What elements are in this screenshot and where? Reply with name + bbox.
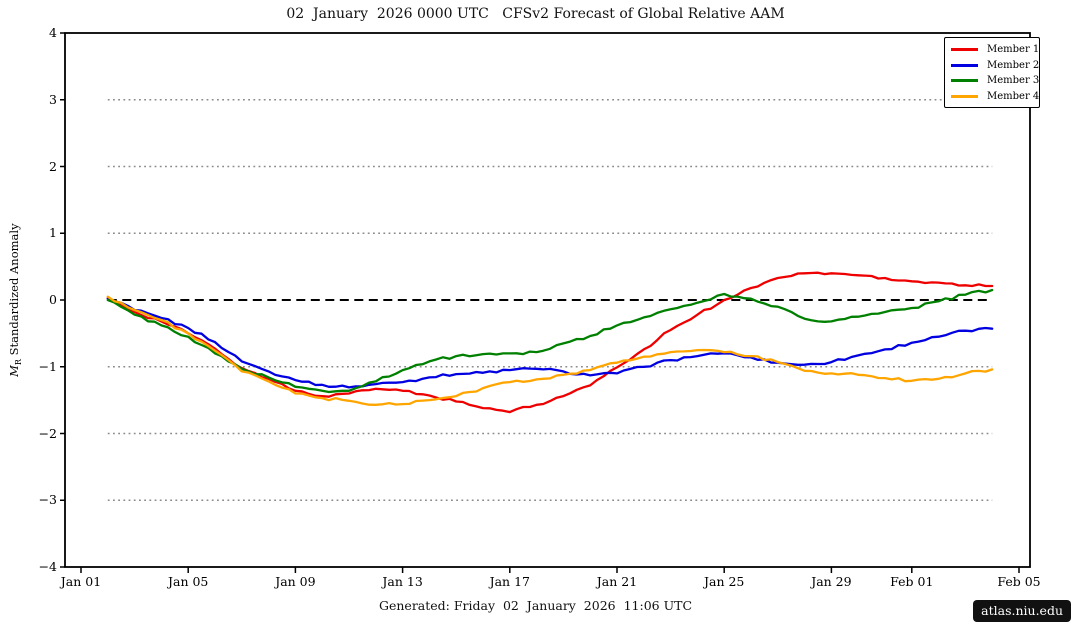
legend: Member 1 Member 2 Member 3 Member 4 [944, 37, 1040, 108]
legend-line-swatch [951, 94, 978, 98]
legend-item-member-2: Member 2 [951, 58, 1039, 74]
x-tick-label: Jan 29 [811, 574, 852, 589]
legend-label: Member 4 [987, 90, 1040, 102]
x-tick-label: Feb 01 [890, 574, 934, 589]
y-tick-label: −1 [38, 358, 57, 374]
legend-line-swatch [951, 48, 978, 52]
x-tick-label: Feb 05 [997, 574, 1041, 589]
y-tick-label: 1 [49, 225, 57, 241]
y-tick-label: 2 [49, 158, 57, 174]
x-tick-label: Jan 25 [703, 574, 745, 589]
legend-item-member-1: Member 1 [951, 42, 1039, 58]
x-tick-label: Jan 05 [167, 574, 209, 589]
x-tick-label: Jan 09 [275, 574, 316, 589]
y-tick-label: −2 [38, 425, 57, 441]
legend-line-swatch [951, 63, 978, 67]
x-tick-label: Jan 13 [382, 574, 423, 589]
series-line-member-1 [106, 271, 994, 414]
legend-line-swatch [951, 79, 978, 83]
series-line-member-2 [106, 297, 994, 389]
series-line-member-3 [106, 288, 994, 394]
generated-timestamp: Generated: Friday 02 January 2026 11:06 … [378, 598, 693, 613]
chart-title: 02 January 2026 0000 UTC CFSv2 Forecast … [286, 6, 785, 22]
y-tick-label: 0 [49, 292, 57, 307]
series-line-member-4 [106, 295, 994, 406]
y-tick-label: −4 [38, 559, 57, 574]
y-tick-label: −3 [38, 492, 57, 508]
legend-label: Member 3 [987, 75, 1040, 87]
legend-label: Member 2 [987, 59, 1040, 71]
y-tick-label: 4 [49, 25, 57, 40]
source-watermark-badge: atlas.niu.edu [973, 600, 1071, 622]
legend-item-member-4: Member 4 [951, 89, 1039, 105]
x-tick-label: Jan 01 [60, 574, 102, 589]
x-tick-label: Jan 21 [596, 574, 638, 589]
legend-label: Member 1 [987, 44, 1040, 56]
y-tick-label: 3 [49, 91, 57, 107]
legend-item-member-3: Member 3 [951, 73, 1039, 89]
x-tick-label: Jan 17 [489, 574, 530, 589]
